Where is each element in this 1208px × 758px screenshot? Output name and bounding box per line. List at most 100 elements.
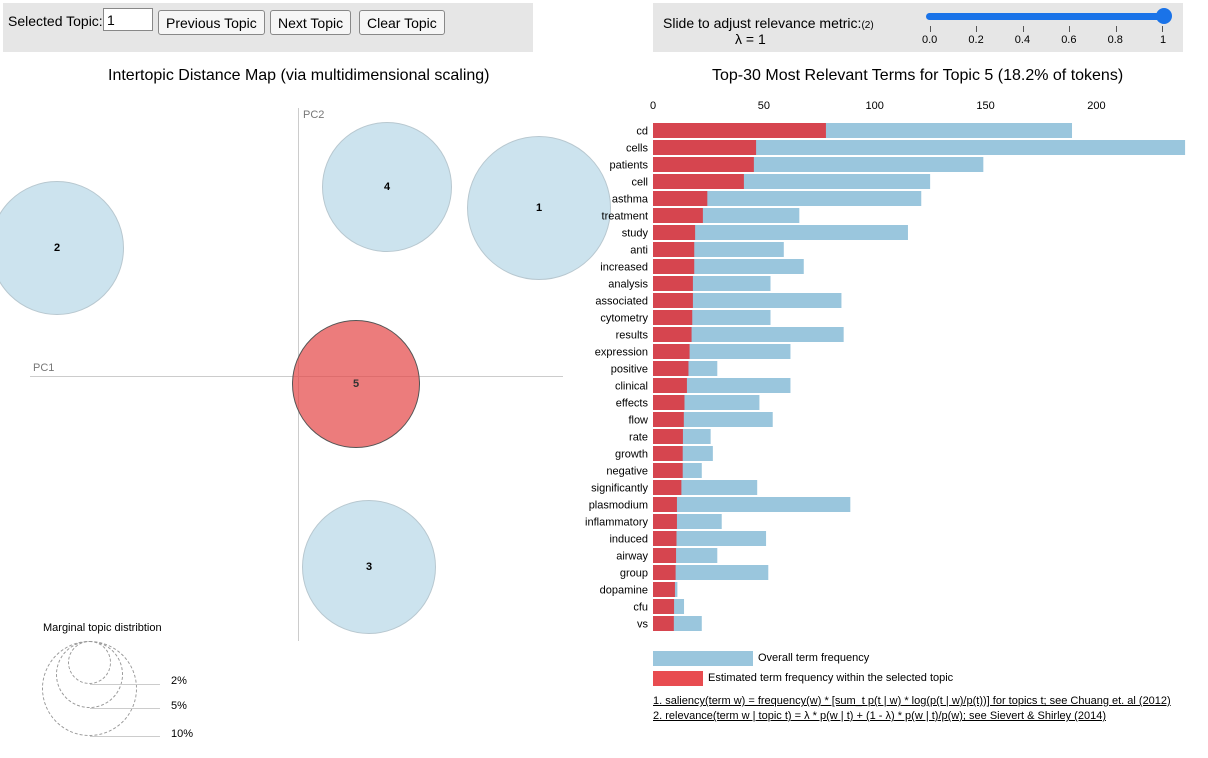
term-label[interactable]: clinical <box>615 381 648 393</box>
term-label[interactable]: induced <box>609 534 648 546</box>
slider-tick <box>1022 26 1024 32</box>
term-label[interactable]: significantly <box>591 483 648 495</box>
slider-tick <box>976 26 978 32</box>
marginal-line-2 <box>90 684 160 685</box>
topic-frequency-bar <box>653 225 696 240</box>
previous-topic-button[interactable]: Previous Topic <box>158 10 265 35</box>
overall-frequency-bar <box>653 225 908 240</box>
topic-frequency-bar <box>653 599 675 614</box>
topic-frequency-bar <box>653 446 683 461</box>
topic-frequency-bar <box>653 531 677 546</box>
lambda-value: λ = 1 <box>735 31 766 47</box>
right-title: Top-30 Most Relevant Terms for Topic 5 (… <box>712 67 1124 84</box>
term-label[interactable]: plasmodium <box>589 500 648 512</box>
term-label[interactable]: asthma <box>612 194 649 206</box>
term-label[interactable]: cd <box>636 126 648 138</box>
term-label[interactable]: group <box>620 568 648 580</box>
x-tick-label: 100 <box>866 100 884 112</box>
topic-label: 3 <box>365 561 373 573</box>
topic-label: 2 <box>53 242 61 254</box>
term-label[interactable]: patients <box>609 160 648 172</box>
term-label[interactable]: effects <box>616 398 649 410</box>
topic-controls: Selected Topic: Previous Topic Next Topi… <box>3 3 533 52</box>
marginal-circle-2 <box>68 641 111 684</box>
topic-frequency-bar <box>653 191 708 206</box>
topic-frequency-bar <box>653 310 693 325</box>
legend-overall-label: Overall term frequency <box>758 652 870 664</box>
overall-frequency-bar <box>653 327 844 342</box>
clear-topic-button[interactable]: Clear Topic <box>359 10 445 35</box>
saliency-footnote-link[interactable]: 1. saliency(term w) = frequency(w) * [su… <box>653 695 1171 707</box>
topic-frequency-bar <box>653 140 757 155</box>
overall-frequency-bar <box>653 565 769 580</box>
topic-bubble-2[interactable]: 2 <box>0 181 124 315</box>
pc1-label: PC1 <box>33 362 55 374</box>
relevance-footnote-link[interactable]: 2. relevance(term w | topic t) = λ * p(w… <box>653 710 1106 722</box>
topic-bubble-4[interactable]: 4 <box>322 122 452 252</box>
slider-tick <box>1069 26 1071 32</box>
slider-tick-label: 0.8 <box>1107 34 1123 46</box>
marginal-line-10 <box>90 736 160 737</box>
topic-bubble-1[interactable]: 1 <box>467 136 611 280</box>
overall-frequency-bar <box>653 140 1186 155</box>
marginal-label-5: 5% <box>171 700 187 712</box>
term-label[interactable]: results <box>616 330 649 342</box>
term-label[interactable]: expression <box>595 347 648 359</box>
topic-label: 1 <box>535 202 543 214</box>
term-label[interactable]: study <box>622 228 649 240</box>
overall-frequency-bar <box>653 497 851 512</box>
topic-frequency-bar <box>653 276 693 291</box>
topic-bubble-3[interactable]: 3 <box>302 500 436 634</box>
term-label[interactable]: analysis <box>608 279 648 291</box>
topic-frequency-bar <box>653 514 677 529</box>
term-label[interactable]: increased <box>600 262 648 274</box>
term-label[interactable]: negative <box>606 466 648 478</box>
term-label[interactable]: vs <box>637 619 649 631</box>
slider-tick <box>1115 26 1117 32</box>
footnote-ref: (2) <box>861 20 874 31</box>
topic-frequency-bar <box>653 157 754 172</box>
topic-frequency-bar <box>653 344 690 359</box>
slider-tick-label: 0.4 <box>1014 34 1031 46</box>
topic-frequency-bar <box>653 565 676 580</box>
legend-overall-swatch <box>653 651 753 666</box>
term-label[interactable]: growth <box>615 449 648 461</box>
slider-tick <box>1162 26 1163 32</box>
left-title: Intertopic Distance Map (via multidimens… <box>108 67 490 84</box>
topic-frequency-bar <box>653 242 695 257</box>
term-label[interactable]: cytometry <box>600 313 648 325</box>
term-label[interactable]: treatment <box>602 211 648 223</box>
term-label[interactable]: airway <box>616 551 648 563</box>
topic-frequency-bar <box>653 429 683 444</box>
term-label[interactable]: rate <box>629 432 648 444</box>
slider-tick-label: 1 <box>1160 34 1167 46</box>
slider-tick-label: 0.2 <box>968 34 984 46</box>
relevance-slider-handle[interactable] <box>1156 8 1172 24</box>
relevance-slider-track[interactable] <box>926 13 1162 20</box>
x-tick-label: 150 <box>976 100 994 112</box>
term-label[interactable]: associated <box>595 296 648 308</box>
term-label[interactable]: cells <box>626 143 649 155</box>
term-label[interactable]: cell <box>631 177 648 189</box>
next-topic-button[interactable]: Next Topic <box>270 10 352 35</box>
topic-frequency-bar <box>653 174 744 189</box>
term-label[interactable]: cfu <box>633 602 648 614</box>
x-tick-label: 0 <box>650 100 656 112</box>
term-label[interactable]: inflammatory <box>585 517 648 529</box>
topic-frequency-bar <box>653 582 675 597</box>
marginal-label-10: 10% <box>171 728 194 740</box>
selected-topic-input[interactable] <box>103 8 153 31</box>
topic-frequency-bar <box>653 378 687 393</box>
overall-frequency-bar <box>653 293 842 308</box>
term-label[interactable]: positive <box>611 364 648 376</box>
overall-frequency-bar <box>653 378 791 393</box>
topic-bubble-5[interactable]: 5 <box>292 320 420 448</box>
topic-frequency-bar <box>653 616 674 631</box>
term-label[interactable]: anti <box>630 245 648 257</box>
term-label[interactable]: dopamine <box>600 585 648 597</box>
term-label[interactable]: flow <box>628 415 648 427</box>
slider-tick <box>930 26 931 32</box>
slider-label-text: Slide to adjust relevance metric: <box>663 15 862 31</box>
legend-topic-label: Estimated term frequency within the sele… <box>708 672 954 684</box>
topic-label: 4 <box>383 181 391 193</box>
